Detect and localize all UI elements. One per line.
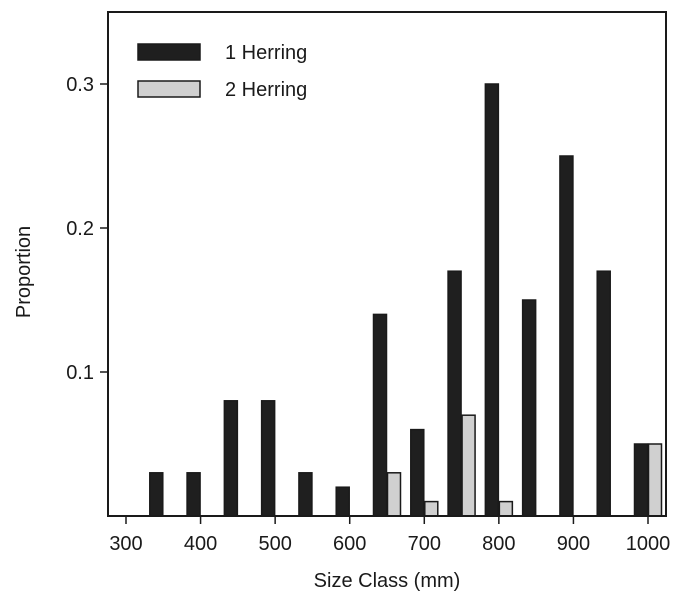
bar-1-herring-950	[596, 270, 611, 517]
x-tick-label-700: 700	[408, 533, 441, 555]
y-tick-label-0.2: 0.2	[66, 218, 94, 240]
bar-2-herring-800	[498, 500, 514, 517]
y-tick-label-0.1: 0.1	[66, 362, 94, 384]
bar-2-herring-750	[461, 414, 476, 517]
axes-group: 300 400 500 600 700 800 900 1000 0.1 0.2 0.3	[66, 74, 670, 555]
legend-label-2-herring: 2 Herring	[225, 79, 307, 101]
x-axis-label: Size Class (mm)	[314, 570, 461, 592]
bar-1-herring-600	[335, 486, 350, 517]
bar-1-herring-350	[149, 472, 164, 517]
bar-2-herring-650	[386, 472, 402, 517]
bar-1-herring-650	[372, 313, 388, 517]
x-tick-label-800: 800	[482, 533, 515, 555]
legend: 1 Herring 2 Herring	[137, 42, 307, 101]
bar-1-herring-550	[298, 472, 313, 517]
bar-1-herring-800	[484, 83, 500, 517]
bar-2-herring-1000	[647, 443, 663, 517]
bar-1-herring-500	[260, 400, 276, 517]
x-tick-label-400: 400	[184, 533, 217, 555]
x-tick-label-600: 600	[333, 533, 366, 555]
bar-1-herring-450	[223, 400, 239, 517]
bar-1-herring-850	[521, 299, 537, 517]
legend-swatch-1-herring	[137, 43, 201, 61]
bar-2-herring-700	[424, 500, 439, 517]
x-tick-label-900: 900	[557, 533, 590, 555]
bar-1-herring-1000	[633, 443, 649, 517]
legend-label-1-herring: 1 Herring	[225, 42, 307, 64]
bar-1-herring-400	[186, 472, 201, 517]
x-tick-label-500: 500	[258, 533, 291, 555]
plot-frame	[107, 11, 667, 517]
x-tick-label-1000: 1000	[626, 533, 671, 555]
bar-1-herring-750	[447, 270, 462, 517]
bars-group	[149, 83, 663, 517]
bar-1-herring-700	[410, 428, 425, 517]
legend-swatch-2-herring	[137, 80, 201, 98]
y-axis-label: Proportion	[13, 226, 35, 318]
bar-1-herring-900	[559, 155, 574, 517]
x-tick-label-300: 300	[109, 533, 142, 555]
y-tick-label-0.3: 0.3	[66, 74, 94, 96]
